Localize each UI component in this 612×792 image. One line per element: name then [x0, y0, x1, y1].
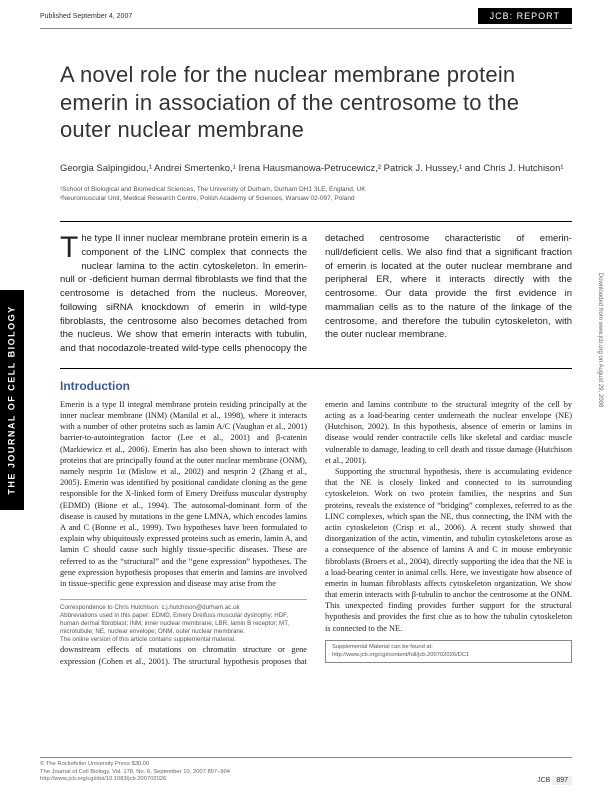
dropcap: T [60, 232, 81, 261]
body-text: Emerin is a type II integral membrane pr… [60, 399, 572, 667]
body-p1: Emerin is a type II integral membrane pr… [60, 399, 307, 589]
supplemental-box: Supplemental Material can be found at: h… [325, 640, 572, 664]
report-badge: JCB: REPORT [478, 8, 572, 24]
affiliations: ¹School of Biological and Biomedical Sci… [60, 185, 572, 203]
abstract: The type II inner nuclear membrane prote… [60, 232, 572, 356]
article-title: A novel role for the nuclear membrane pr… [60, 61, 572, 144]
correspondence-block: Correspondence to Chris Hutchison: c.j.h… [60, 599, 307, 644]
header-rule [40, 28, 572, 29]
footer-rule [40, 757, 572, 758]
online-version-note: The online version of this article conta… [60, 636, 307, 644]
section-heading-introduction: Introduction [60, 379, 572, 393]
abstract-bottom-rule [60, 368, 572, 369]
body-p3: Supporting the structural hypothesis, th… [325, 466, 572, 634]
footer-copyright: © The Rockefeller University Press $30.0… [40, 761, 230, 769]
footer-page-number: 897 [552, 776, 572, 785]
correspondence-email: Correspondence to Chris Hutchison: c.j.h… [60, 604, 307, 612]
download-note-text: Downloaded from www.jcb.org on August 29… [597, 273, 603, 407]
page-footer: © The Rockefeller University Press $30.0… [40, 757, 572, 784]
authors-line: Georgia Salpingidou,¹ Andrei Smertenko,¹… [60, 162, 572, 175]
footer-journal: JCB [537, 777, 550, 784]
journal-sidebar-text: THE JOURNAL OF CELL BIOLOGY [7, 305, 17, 494]
abstract-text: he type II inner nuclear membrane protei… [60, 233, 572, 354]
affiliation-2: ²Neuromuscular Unit, Medical Research Ce… [60, 194, 572, 203]
footer-left: © The Rockefeller University Press $30.0… [40, 761, 230, 784]
published-date: Published September 4, 2007 [40, 13, 132, 20]
footer-right: JCB 897 [537, 777, 572, 784]
abstract-top-rule [60, 221, 572, 222]
affiliation-1: ¹School of Biological and Biomedical Sci… [60, 185, 572, 194]
footer-doi: http://www.jcb.org/cgi/doi/10.1083/jcb.2… [40, 776, 230, 784]
supp-line2: http://www.jcb.org/cgi/content/full/jcb.… [332, 652, 565, 660]
footer-citation: The Journal of Cell Biology, Vol. 178, N… [40, 769, 230, 777]
download-note: Downloaded from www.jcb.org on August 29… [592, 220, 608, 460]
journal-sidebar: THE JOURNAL OF CELL BIOLOGY [0, 290, 24, 510]
supp-line1: Supplemental Material can be found at: [332, 644, 565, 652]
abbreviations: Abbreviations used in this paper: EDMD, … [60, 612, 307, 636]
